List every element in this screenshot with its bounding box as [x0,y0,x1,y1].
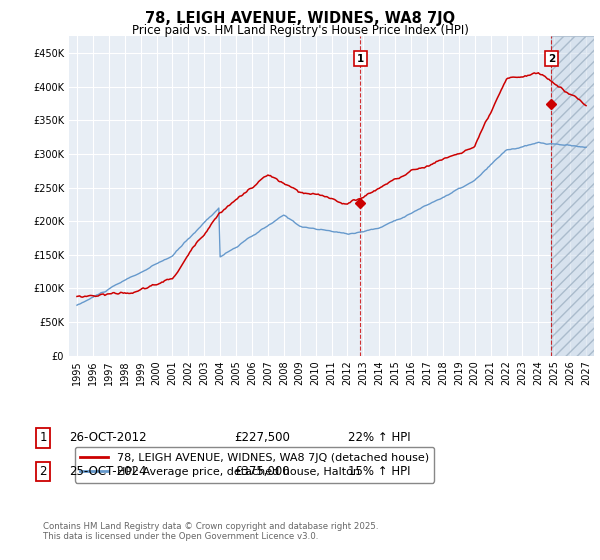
Text: 26-OCT-2012: 26-OCT-2012 [69,431,146,445]
Text: 15% ↑ HPI: 15% ↑ HPI [348,465,410,478]
Text: 1: 1 [357,54,364,64]
Text: Price paid vs. HM Land Registry's House Price Index (HPI): Price paid vs. HM Land Registry's House … [131,24,469,36]
Text: 25-OCT-2024: 25-OCT-2024 [69,465,146,478]
Polygon shape [551,36,594,356]
Text: 22% ↑ HPI: 22% ↑ HPI [348,431,410,445]
Text: £375,000: £375,000 [234,465,290,478]
Text: 2: 2 [548,54,555,64]
Text: 2: 2 [40,465,47,478]
Text: Contains HM Land Registry data © Crown copyright and database right 2025.
This d: Contains HM Land Registry data © Crown c… [43,522,379,542]
Legend: 78, LEIGH AVENUE, WIDNES, WA8 7JQ (detached house), HPI: Average price, detached: 78, LEIGH AVENUE, WIDNES, WA8 7JQ (detac… [74,447,434,483]
Text: 1: 1 [40,431,47,445]
Text: £227,500: £227,500 [234,431,290,445]
Text: 78, LEIGH AVENUE, WIDNES, WA8 7JQ: 78, LEIGH AVENUE, WIDNES, WA8 7JQ [145,11,455,26]
